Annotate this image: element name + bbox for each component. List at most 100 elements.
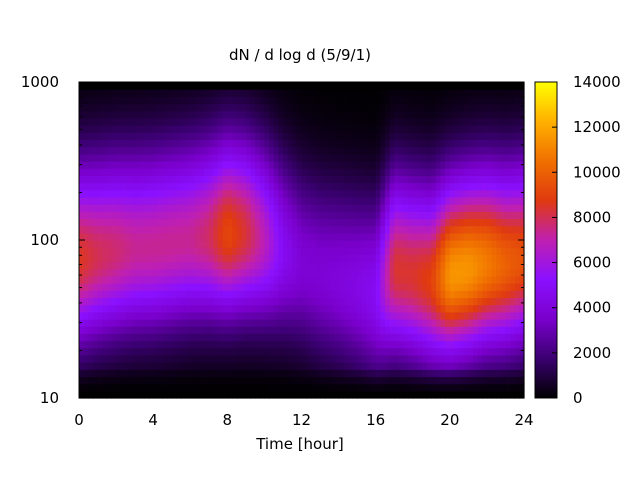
heatmap-cell <box>394 153 400 162</box>
heatmap-cell <box>408 89 414 97</box>
heatmap-cell <box>116 218 122 227</box>
heatmap-cell <box>435 204 442 212</box>
heatmap-cell <box>194 132 201 141</box>
heatmap-cell <box>398 110 405 119</box>
heatmap-cell <box>320 362 326 370</box>
heatmap-cell <box>454 275 460 284</box>
heatmap-cell <box>375 96 381 105</box>
heatmap-cell <box>143 326 150 334</box>
heatmap-cell <box>454 240 460 248</box>
heatmap-cell <box>250 369 256 378</box>
heatmap-cell <box>111 362 117 370</box>
heatmap-cell <box>403 204 409 212</box>
heatmap-cell <box>417 326 423 334</box>
heatmap-cell <box>176 347 182 356</box>
heatmap-cell <box>134 168 140 176</box>
heatmap-cell <box>514 297 520 306</box>
heatmap-cell <box>380 254 386 263</box>
heatmap-cell <box>371 153 377 162</box>
heatmap-cell <box>120 132 126 141</box>
heatmap-cell <box>264 283 270 291</box>
heatmap-cell <box>477 211 483 220</box>
heatmap-cell <box>338 175 344 184</box>
heatmap-cell <box>310 390 317 399</box>
heatmap-cell <box>143 347 150 356</box>
heatmap-cell <box>315 204 321 212</box>
heatmap-cell <box>371 218 377 227</box>
heatmap-cell <box>273 254 279 263</box>
heatmap-cell <box>417 103 423 112</box>
heatmap-cell <box>218 117 224 126</box>
heatmap-cell <box>153 240 159 248</box>
heatmap-cell <box>79 175 85 184</box>
heatmap-cell <box>477 82 483 90</box>
heatmap-cell <box>347 117 354 126</box>
heatmap-cell <box>134 290 140 299</box>
heatmap-cell <box>92 275 99 284</box>
heatmap-cell <box>97 326 103 334</box>
heatmap-cell <box>157 283 164 291</box>
heatmap-cell <box>79 290 85 299</box>
heatmap-cell <box>218 153 224 162</box>
heatmap-cell <box>269 319 275 327</box>
heatmap-cell <box>361 254 367 263</box>
heatmap-cell <box>213 354 219 363</box>
heatmap-cell <box>241 326 247 334</box>
heatmap-cell <box>412 189 418 198</box>
heatmap-cell <box>320 383 326 392</box>
heatmap-cell <box>259 110 266 119</box>
heatmap-cell <box>273 362 279 370</box>
heatmap-cell <box>199 161 205 169</box>
heatmap-cell <box>375 333 381 342</box>
heatmap-cell <box>435 261 442 270</box>
heatmap-cell <box>278 369 284 378</box>
heatmap-cell <box>389 340 395 349</box>
heatmap-cell <box>259 297 266 306</box>
heatmap-cell <box>79 146 85 155</box>
heatmap-cell <box>357 196 363 205</box>
heatmap-cell <box>83 304 89 313</box>
heatmap-cell <box>301 383 307 392</box>
heatmap-cell <box>431 319 437 327</box>
heatmap-cell <box>287 225 293 234</box>
heatmap-cell <box>431 275 437 284</box>
heatmap-cell <box>496 168 502 176</box>
heatmap-cell <box>185 153 191 162</box>
heatmap-cell <box>371 369 377 378</box>
heatmap-cell <box>296 232 303 241</box>
heatmap-cell <box>500 290 507 299</box>
heatmap-cell <box>315 182 321 191</box>
heatmap-cell <box>204 103 210 112</box>
heatmap-cell <box>125 232 131 241</box>
heatmap-cell <box>310 103 317 112</box>
heatmap-cell <box>116 326 122 334</box>
heatmap-cell <box>208 204 215 212</box>
heatmap-cell <box>389 117 395 126</box>
heatmap-cell <box>180 376 187 385</box>
heatmap-cell <box>120 347 126 356</box>
heatmap-cell <box>139 182 145 191</box>
heatmap-cell <box>463 268 469 277</box>
heatmap-cell <box>468 254 474 263</box>
heatmap-cell <box>338 204 344 212</box>
heatmap-cell <box>338 311 344 320</box>
heatmap-cell <box>176 161 182 169</box>
heatmap-cell <box>366 204 372 212</box>
heatmap-cell <box>245 211 252 220</box>
heatmap-cell <box>435 290 442 299</box>
heatmap-cell <box>366 390 372 399</box>
heatmap-cell <box>361 319 367 327</box>
heatmap-cell <box>97 161 103 169</box>
heatmap-cell <box>282 117 289 126</box>
heatmap-cell <box>426 319 432 327</box>
heatmap-cell <box>505 268 511 277</box>
heatmap-cell <box>208 354 215 363</box>
heatmap-cell <box>412 89 418 97</box>
heatmap-cell <box>227 311 233 320</box>
heatmap-cell <box>92 117 99 126</box>
heatmap-cell <box>361 103 367 112</box>
heatmap-cell <box>333 125 340 133</box>
heatmap-cell <box>273 247 279 255</box>
heatmap-cell <box>306 175 312 184</box>
heatmap-cell <box>422 218 428 227</box>
